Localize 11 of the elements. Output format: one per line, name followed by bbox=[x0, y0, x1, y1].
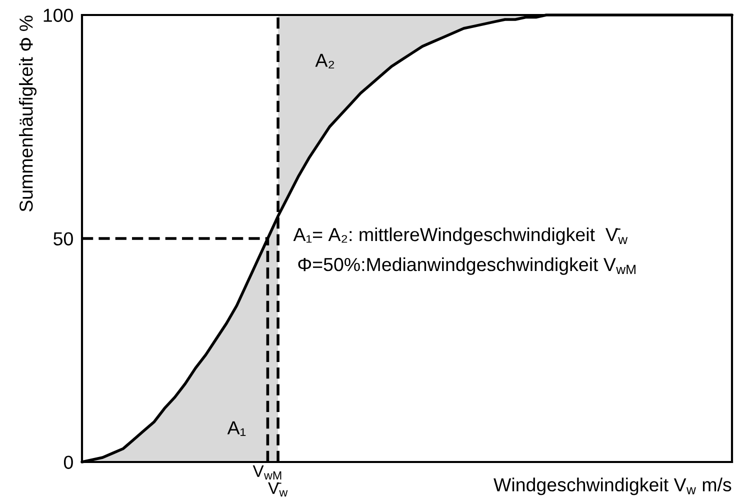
x-tick-label: V̄$_{w}$ bbox=[268, 482, 288, 496]
x-axis-title: Windgeschwindigkeit V$_{w}$ m/s bbox=[494, 478, 732, 496]
x-tick-label: V$_{wM}$ bbox=[252, 465, 282, 480]
y-tick-label: 100 bbox=[44, 8, 73, 22]
annotation: A₁= A₂: mittlereWindgeschwindigkeit V̄$_{w}$ bbox=[293, 227, 628, 245]
y-axis-title: Summenhäufigkeit Φ % bbox=[19, 16, 36, 212]
annotation: Φ=50%:Medianwindgeschwindigkeit V$_{wM}$ bbox=[298, 257, 636, 275]
annotation: A₂ bbox=[315, 54, 334, 68]
series-label: A₁ bbox=[227, 421, 246, 436]
y-tick-label: 50 bbox=[54, 232, 73, 246]
y-tick-label: 0 bbox=[64, 456, 73, 469]
